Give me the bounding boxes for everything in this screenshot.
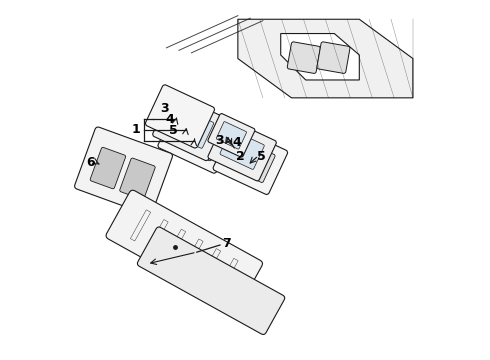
FancyBboxPatch shape: [208, 113, 255, 157]
FancyBboxPatch shape: [158, 103, 236, 173]
FancyBboxPatch shape: [166, 106, 214, 148]
Bar: [200, 249, 220, 280]
Text: 2: 2: [236, 150, 245, 163]
Text: 3: 3: [161, 102, 169, 115]
FancyBboxPatch shape: [225, 138, 275, 183]
Bar: [148, 220, 168, 251]
Text: 7: 7: [222, 237, 230, 250]
Bar: [218, 258, 238, 289]
Text: 1: 1: [132, 123, 141, 136]
Text: 5: 5: [170, 124, 178, 137]
Text: 4: 4: [165, 113, 174, 126]
FancyBboxPatch shape: [220, 130, 264, 169]
FancyBboxPatch shape: [106, 190, 263, 309]
Bar: [130, 210, 151, 241]
FancyBboxPatch shape: [287, 42, 320, 73]
Text: 3: 3: [215, 134, 223, 147]
FancyBboxPatch shape: [120, 158, 155, 199]
FancyBboxPatch shape: [171, 115, 223, 161]
FancyBboxPatch shape: [208, 118, 276, 181]
Polygon shape: [238, 19, 413, 98]
FancyBboxPatch shape: [146, 85, 215, 148]
FancyBboxPatch shape: [153, 94, 226, 161]
Text: 5: 5: [257, 150, 266, 163]
Polygon shape: [281, 33, 359, 80]
Bar: [165, 229, 186, 260]
Text: 6: 6: [86, 156, 95, 168]
FancyBboxPatch shape: [317, 42, 350, 73]
FancyBboxPatch shape: [213, 126, 288, 194]
Bar: [183, 239, 203, 270]
FancyBboxPatch shape: [74, 127, 172, 215]
Text: 4: 4: [233, 136, 242, 149]
FancyBboxPatch shape: [216, 122, 246, 149]
FancyBboxPatch shape: [90, 147, 125, 189]
FancyBboxPatch shape: [137, 227, 285, 334]
